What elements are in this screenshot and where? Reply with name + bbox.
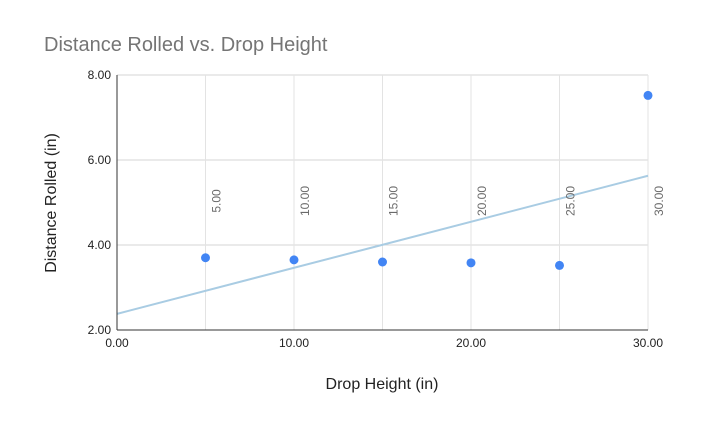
y-tick-label: 4.00 bbox=[88, 238, 112, 252]
x-tick-label: 0.00 bbox=[105, 336, 129, 350]
data-point bbox=[555, 260, 564, 270]
data-label: 20.00 bbox=[475, 186, 489, 216]
data-point bbox=[289, 255, 299, 265]
y-tick-label: 2.00 bbox=[88, 323, 112, 337]
data-label: 30.00 bbox=[652, 186, 666, 216]
data-points bbox=[201, 90, 653, 270]
data-point bbox=[466, 258, 476, 268]
data-label: 10.00 bbox=[298, 186, 312, 216]
data-labels: 5.00 10.00 15.00 20.00 25.00 30.00 bbox=[210, 186, 667, 216]
x-tick-label: 20.00 bbox=[456, 336, 486, 350]
axes: 2.00 4.00 6.00 8.00 0.00 10.00 20.00 30.00 bbox=[88, 68, 664, 350]
x-tick-label: 30.00 bbox=[633, 336, 663, 350]
chart-title: Distance Rolled vs. Drop Height bbox=[44, 34, 328, 56]
y-axis-label: Distance Rolled (in) bbox=[43, 133, 60, 273]
trendline bbox=[116, 174, 649, 315]
y-tick-label: 8.00 bbox=[88, 68, 112, 82]
y-tick-label: 6.00 bbox=[88, 153, 112, 167]
x-axis-label: Drop Height (in) bbox=[326, 376, 439, 393]
trendline-layer bbox=[116, 174, 649, 315]
data-label: 25.00 bbox=[564, 186, 578, 216]
gridlines bbox=[117, 74, 649, 330]
data-label: 5.00 bbox=[210, 189, 224, 213]
data-point bbox=[378, 257, 387, 267]
data-point bbox=[643, 90, 653, 100]
data-point bbox=[201, 253, 210, 263]
data-label: 15.00 bbox=[387, 186, 401, 216]
x-tick-label: 10.00 bbox=[279, 336, 309, 350]
